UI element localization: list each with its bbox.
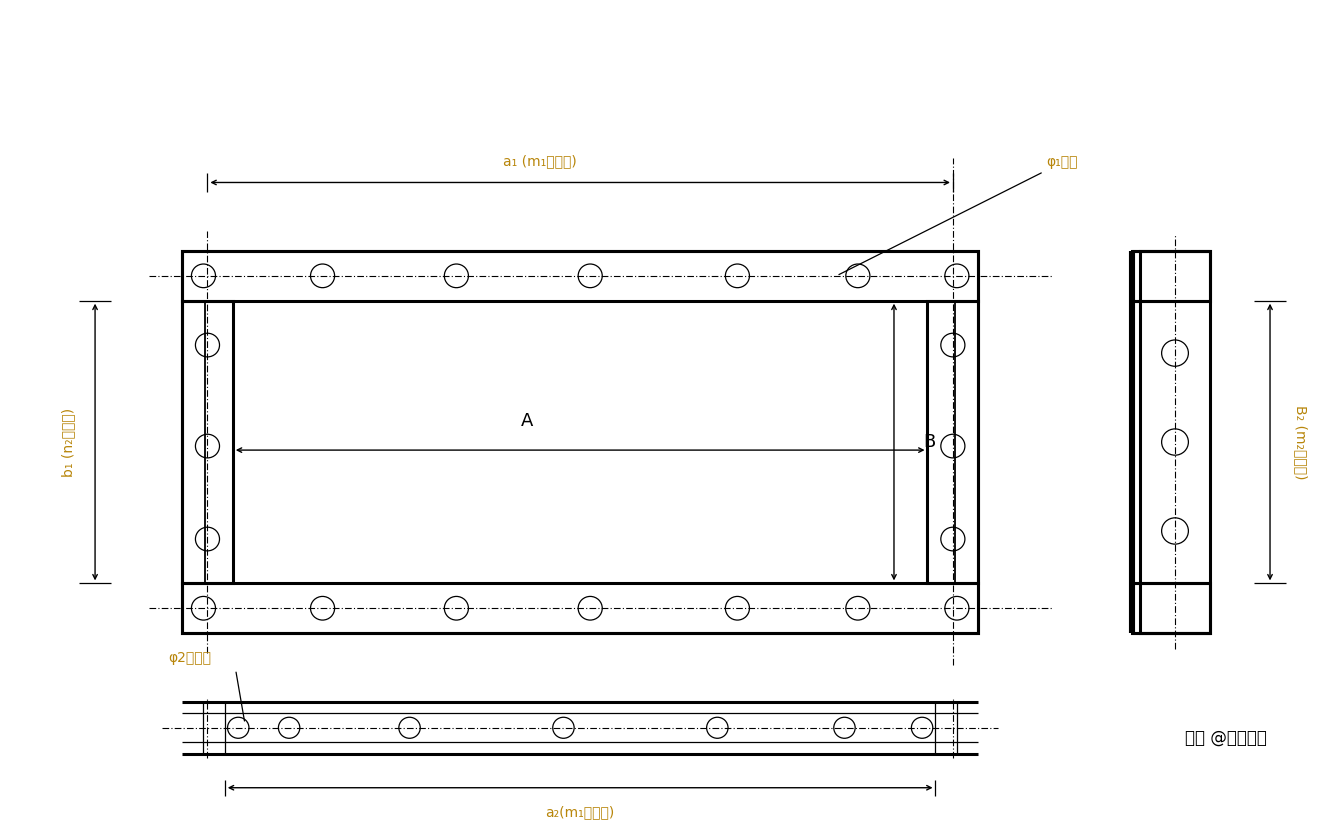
Text: a₁ (m₁孔均布): a₁ (m₁孔均布) <box>503 154 577 168</box>
Text: φ2铆钉孔: φ2铆钉孔 <box>169 651 212 665</box>
Text: B₂ (m₂孔均布): B₂ (m₂孔均布) <box>1294 405 1307 479</box>
Bar <box>1140 251 1210 633</box>
Text: b₁ (n₂孔均布): b₁ (n₂孔均布) <box>62 407 75 477</box>
Bar <box>182 583 979 633</box>
Bar <box>182 251 979 633</box>
Bar <box>1132 583 1210 633</box>
Text: φ₁螺孔: φ₁螺孔 <box>839 155 1078 274</box>
Text: 头条 @机电天下: 头条 @机电天下 <box>1185 729 1267 747</box>
Text: a₂(m₁孔均布): a₂(m₁孔均布) <box>546 805 614 819</box>
Bar <box>928 300 979 583</box>
Bar <box>182 251 979 300</box>
Bar <box>1132 251 1210 300</box>
Text: B: B <box>924 433 936 451</box>
Text: A: A <box>520 412 532 430</box>
Bar <box>182 300 233 583</box>
